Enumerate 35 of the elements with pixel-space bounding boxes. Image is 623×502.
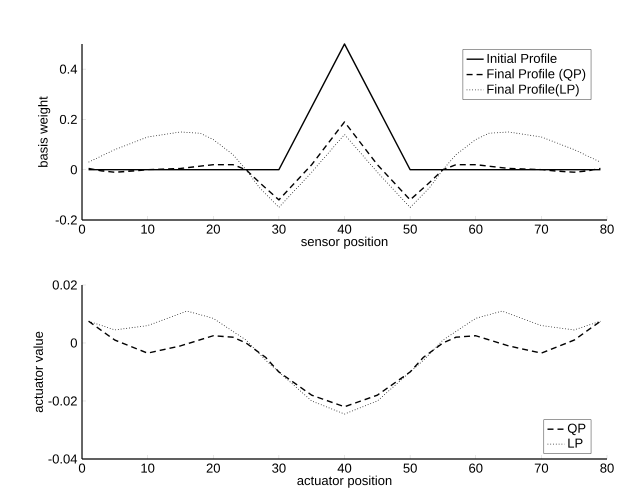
y-tick-label: 0 [70, 165, 77, 174]
x-tick-label: 70 [534, 224, 548, 234]
x-tick-label: 80 [600, 464, 614, 473]
y-tick-label: 0.02 [52, 280, 77, 290]
legend-label: Initial Profile [488, 53, 557, 64]
y-tick-label: 0.4 [60, 64, 78, 74]
y-axis-title: actuator value [33, 332, 43, 412]
legend-label: Final Profile (QP) [487, 68, 586, 81]
x-axis-title: actuator position [297, 476, 392, 488]
y-tick-label: -0.02 [48, 396, 77, 406]
x-tick-label: 20 [206, 224, 220, 234]
x-tick-label: 40 [338, 224, 352, 234]
x-tick-label: 70 [534, 464, 548, 473]
x-tick-label: 60 [469, 224, 482, 234]
legend-label: Final Profile(LP) [487, 84, 579, 96]
x-tick-label: 0 [78, 464, 86, 473]
legend-label: LP [568, 438, 582, 448]
x-tick-label: 30 [272, 464, 286, 473]
x-tick-label: 10 [141, 224, 154, 234]
x-axis-title: sensor position [301, 236, 388, 249]
x-tick-label: 50 [403, 464, 417, 473]
x-tick-label: 50 [403, 224, 417, 234]
y-axis-title: basis weight [38, 96, 50, 167]
x-tick-label: 30 [272, 224, 286, 234]
x-tick-label: 60 [469, 464, 482, 473]
y-tick-label: 0 [70, 338, 77, 348]
x-tick-label: 80 [600, 224, 614, 234]
y-tick-label: -0.2 [56, 215, 77, 225]
x-tick-label: 40 [338, 464, 352, 473]
y-tick-label: 0.2 [60, 114, 77, 124]
x-tick-label: 20 [206, 464, 220, 473]
x-tick-label: 10 [141, 464, 154, 473]
x-tick-label: 0 [78, 224, 86, 234]
y-tick-label: -0.04 [48, 454, 78, 464]
legend-label: QP [568, 424, 586, 436]
